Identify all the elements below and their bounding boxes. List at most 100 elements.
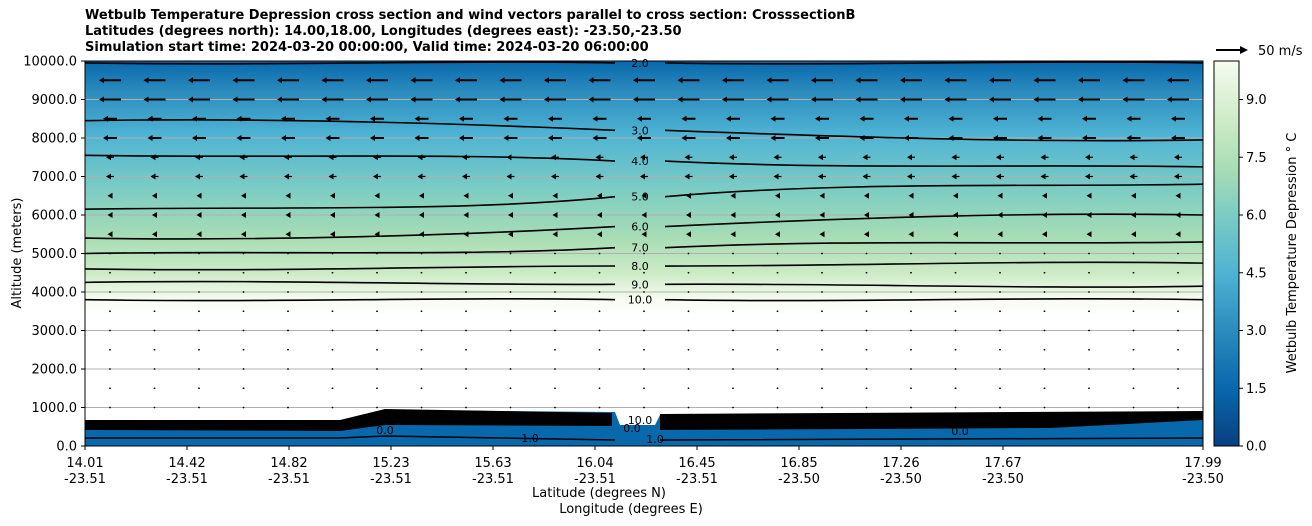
- wind-vector-head: [321, 77, 327, 84]
- wind-vector-head: [1126, 135, 1132, 141]
- contour-line-east: [664, 261, 1204, 267]
- wind-vector-dot: [1132, 406, 1135, 409]
- y-tick-label: 9000.0: [32, 93, 78, 108]
- wind-vector-head: [1129, 173, 1135, 180]
- contour-label: 9.0: [631, 278, 649, 291]
- wind-vector-head: [150, 154, 156, 161]
- wind-vector-dot: [465, 252, 467, 255]
- wind-vector-dot: [954, 406, 957, 409]
- wind-vector-dot: [109, 348, 111, 351]
- wind-vector-dot: [1177, 271, 1179, 274]
- wind-vector-head: [373, 154, 378, 161]
- wind-vector-head: [597, 212, 602, 218]
- wind-vector-head: [508, 212, 513, 218]
- wind-vector-dot: [954, 348, 957, 351]
- wind-vector-dot: [331, 291, 334, 293]
- wind-vector-head: [366, 96, 371, 103]
- wind-vector-head: [818, 173, 823, 180]
- wind-vector-head: [1042, 231, 1047, 238]
- wind-vector-dot: [242, 387, 245, 390]
- wind-vector-head: [1129, 154, 1135, 161]
- wind-vector-head: [677, 77, 683, 84]
- wind-vector-head: [1082, 135, 1087, 141]
- wind-vector-dot: [153, 387, 156, 390]
- wind-vector-dot: [554, 291, 556, 293]
- wind-vector-dot: [109, 387, 111, 390]
- wind-vector-head: [859, 135, 865, 141]
- wind-vector-head: [1174, 154, 1179, 161]
- wind-vector-head: [548, 135, 553, 141]
- wind-vector-dot: [509, 387, 512, 390]
- wind-vector-dot: [821, 291, 823, 293]
- wind-vector-dot: [1177, 368, 1179, 370]
- wind-vector-dot: [1043, 291, 1046, 293]
- wind-vector-dot: [509, 406, 512, 409]
- wind-vector-head: [1086, 231, 1092, 238]
- wind-vector-head: [1078, 77, 1083, 84]
- contour-label: 5.0: [631, 191, 649, 204]
- wind-vector-dot: [821, 406, 823, 409]
- wind-vector-dot: [509, 348, 512, 351]
- wind-vector-dot: [331, 348, 334, 351]
- wind-vector-head: [997, 212, 1003, 218]
- wind-vector-dot: [910, 387, 912, 390]
- y-tick-label: 5000.0: [32, 247, 78, 262]
- wind-vector-head: [948, 135, 954, 141]
- surface-layer: [85, 409, 1204, 446]
- wind-vector-head: [997, 231, 1003, 238]
- surface-contour-label: 0.0: [623, 422, 641, 435]
- wind-vector-dot: [910, 406, 912, 409]
- wind-vector-dot: [865, 291, 868, 293]
- wind-vector-head: [196, 212, 202, 218]
- wind-vector-dot: [509, 271, 512, 274]
- y-axis-label: Altitude (meters): [10, 198, 25, 309]
- wind-vector-dot: [1177, 252, 1179, 255]
- wind-vector-dot: [643, 387, 645, 390]
- y-tick-label: 1000.0: [32, 401, 78, 416]
- wind-vector-dot: [865, 310, 868, 313]
- x-tick-label-lat: 14.01: [66, 456, 103, 471]
- wind-vector-dot: [643, 252, 645, 255]
- x-tick-label-lat: 15.63: [474, 456, 511, 471]
- wind-vector-dot: [954, 252, 957, 255]
- wind-vector-head: [730, 192, 736, 199]
- wind-vector-dot: [687, 329, 690, 332]
- wind-vector-dot: [287, 271, 289, 274]
- wind-vector-head: [859, 115, 865, 122]
- wind-vector-dot: [643, 329, 645, 332]
- x-tick-label-lat: 17.99: [1184, 456, 1221, 471]
- wind-vector-dot: [242, 348, 245, 351]
- wind-vector-dot: [821, 271, 823, 274]
- wind-vector-dot: [732, 387, 734, 390]
- wind-vector-head: [1175, 212, 1181, 218]
- wind-vector-head: [811, 77, 816, 84]
- wind-vector-dot: [376, 406, 378, 409]
- wind-vector-dot: [687, 406, 690, 409]
- wind-vector-dot: [1043, 329, 1046, 332]
- wind-vector-head: [281, 115, 286, 122]
- colorbar-label: Wetbulb Temperature Depression ° C: [1285, 133, 1300, 374]
- wind-vector-dot: [554, 348, 556, 351]
- wind-vector-head: [241, 231, 246, 238]
- wind-vector-head: [410, 96, 416, 103]
- x-tick-label-lon: -23.51: [370, 472, 412, 487]
- wind-vector-dot: [109, 368, 111, 370]
- surface-contour-label: 0.0: [376, 424, 394, 437]
- wind-vector-head: [419, 231, 424, 238]
- wind-vector-head: [588, 77, 594, 84]
- wind-vector-head: [285, 212, 291, 218]
- wind-vector-dot: [776, 252, 779, 255]
- wind-vector-head: [239, 154, 245, 161]
- wind-vector-dot: [376, 310, 378, 313]
- wind-vector-head: [419, 212, 424, 218]
- wind-vector-head: [99, 77, 104, 84]
- wind-vector-head: [325, 115, 331, 122]
- wind-vector-head: [722, 77, 727, 84]
- wind-vector-head: [1037, 135, 1043, 141]
- wind-vector-dot: [999, 310, 1001, 313]
- wind-vector-head: [819, 192, 825, 199]
- wind-vector-head: [99, 96, 104, 103]
- wind-vector-head: [414, 135, 420, 141]
- wind-vector-head: [552, 231, 558, 238]
- wind-vector-head: [462, 173, 467, 180]
